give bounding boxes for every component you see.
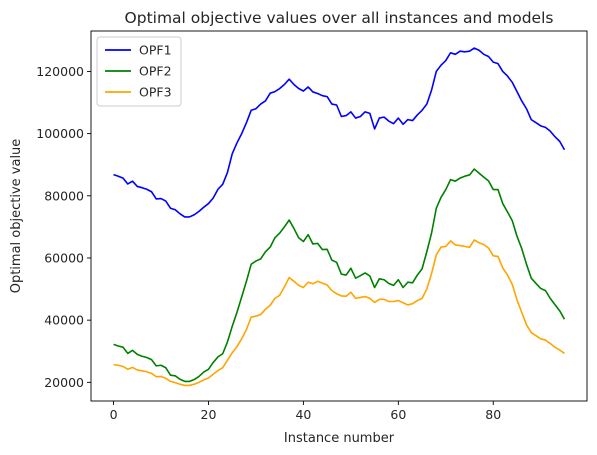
x-tick-label: 20	[201, 407, 217, 422]
series-line-opf2	[113, 168, 566, 383]
y-axis-label: Optimal objective value	[9, 139, 24, 294]
chart-title: Optimal objective values over all instan…	[125, 9, 554, 27]
y-tick-label: 80000	[44, 188, 84, 203]
y-tick-label: 100000	[36, 126, 84, 141]
y-axis: 20000 40000 60000 80000 100000 120000	[36, 64, 91, 390]
legend-label-opf2: OPF2	[139, 64, 172, 79]
x-tick-label: 0	[110, 407, 118, 422]
x-axis-label: Instance number	[284, 431, 395, 446]
legend-box	[96, 36, 182, 107]
x-tick-label: 40	[295, 407, 311, 422]
plot-frame	[90, 30, 588, 402]
x-tick-label: 60	[390, 407, 406, 422]
y-tick-label: 120000	[36, 64, 84, 79]
x-axis: 0 20 40 60 80	[110, 401, 501, 422]
series-line-opf1	[113, 47, 566, 218]
y-tick-label: 60000	[44, 250, 84, 265]
legend-label-opf1: OPF1	[139, 43, 172, 58]
legend: OPF1 OPF2 OPF3	[96, 36, 182, 107]
y-tick-label: 20000	[44, 375, 84, 390]
legend-label-opf3: OPF3	[139, 85, 172, 100]
series-line-opf3	[113, 239, 565, 387]
x-tick-label: 80	[485, 407, 501, 422]
y-tick-label: 40000	[44, 313, 84, 328]
plot-lines	[113, 47, 566, 387]
